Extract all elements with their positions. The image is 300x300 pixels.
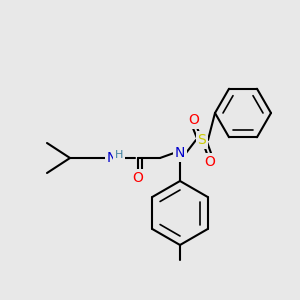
Text: N: N [175,146,185,160]
Text: H: H [115,150,123,160]
Text: N: N [107,151,117,165]
Text: O: O [189,113,200,127]
Text: O: O [133,171,143,185]
Text: S: S [198,133,206,147]
Text: O: O [205,155,215,169]
